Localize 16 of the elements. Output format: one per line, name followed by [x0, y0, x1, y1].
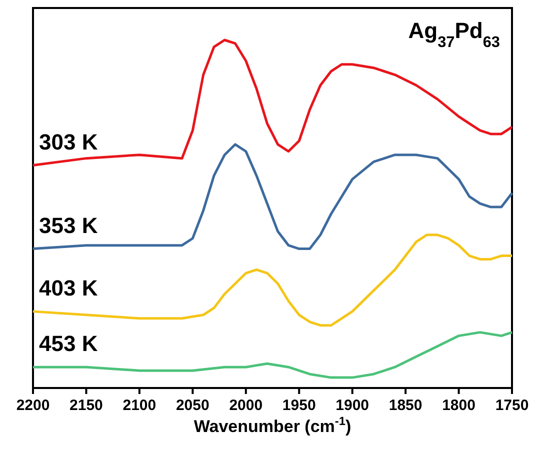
x-axis-title: Wavenumber (cm$^{-1}$) — [194, 414, 352, 436]
series-label: 403 K — [39, 275, 98, 300]
series-label: 353 K — [39, 212, 98, 238]
chart-title: Ag$_{37}$Pd$_{63}$ — [408, 18, 500, 50]
x-tick-label: 2100 — [122, 397, 156, 414]
x-tick-label: 1750 — [495, 397, 529, 414]
x-tick-label: 1950 — [282, 397, 316, 414]
series-label: 303 K — [39, 129, 98, 154]
x-tick-label: 1900 — [336, 397, 370, 414]
x-tick-label: 2200 — [16, 397, 50, 414]
x-tick-label: 1850 — [388, 397, 422, 414]
x-tick-label: 1800 — [442, 397, 476, 414]
x-tick-label: 2000 — [229, 397, 263, 414]
x-tick-label: 2150 — [70, 397, 103, 414]
x-tick-label: 2050 — [176, 397, 210, 414]
series-label: 453 K — [39, 331, 98, 356]
